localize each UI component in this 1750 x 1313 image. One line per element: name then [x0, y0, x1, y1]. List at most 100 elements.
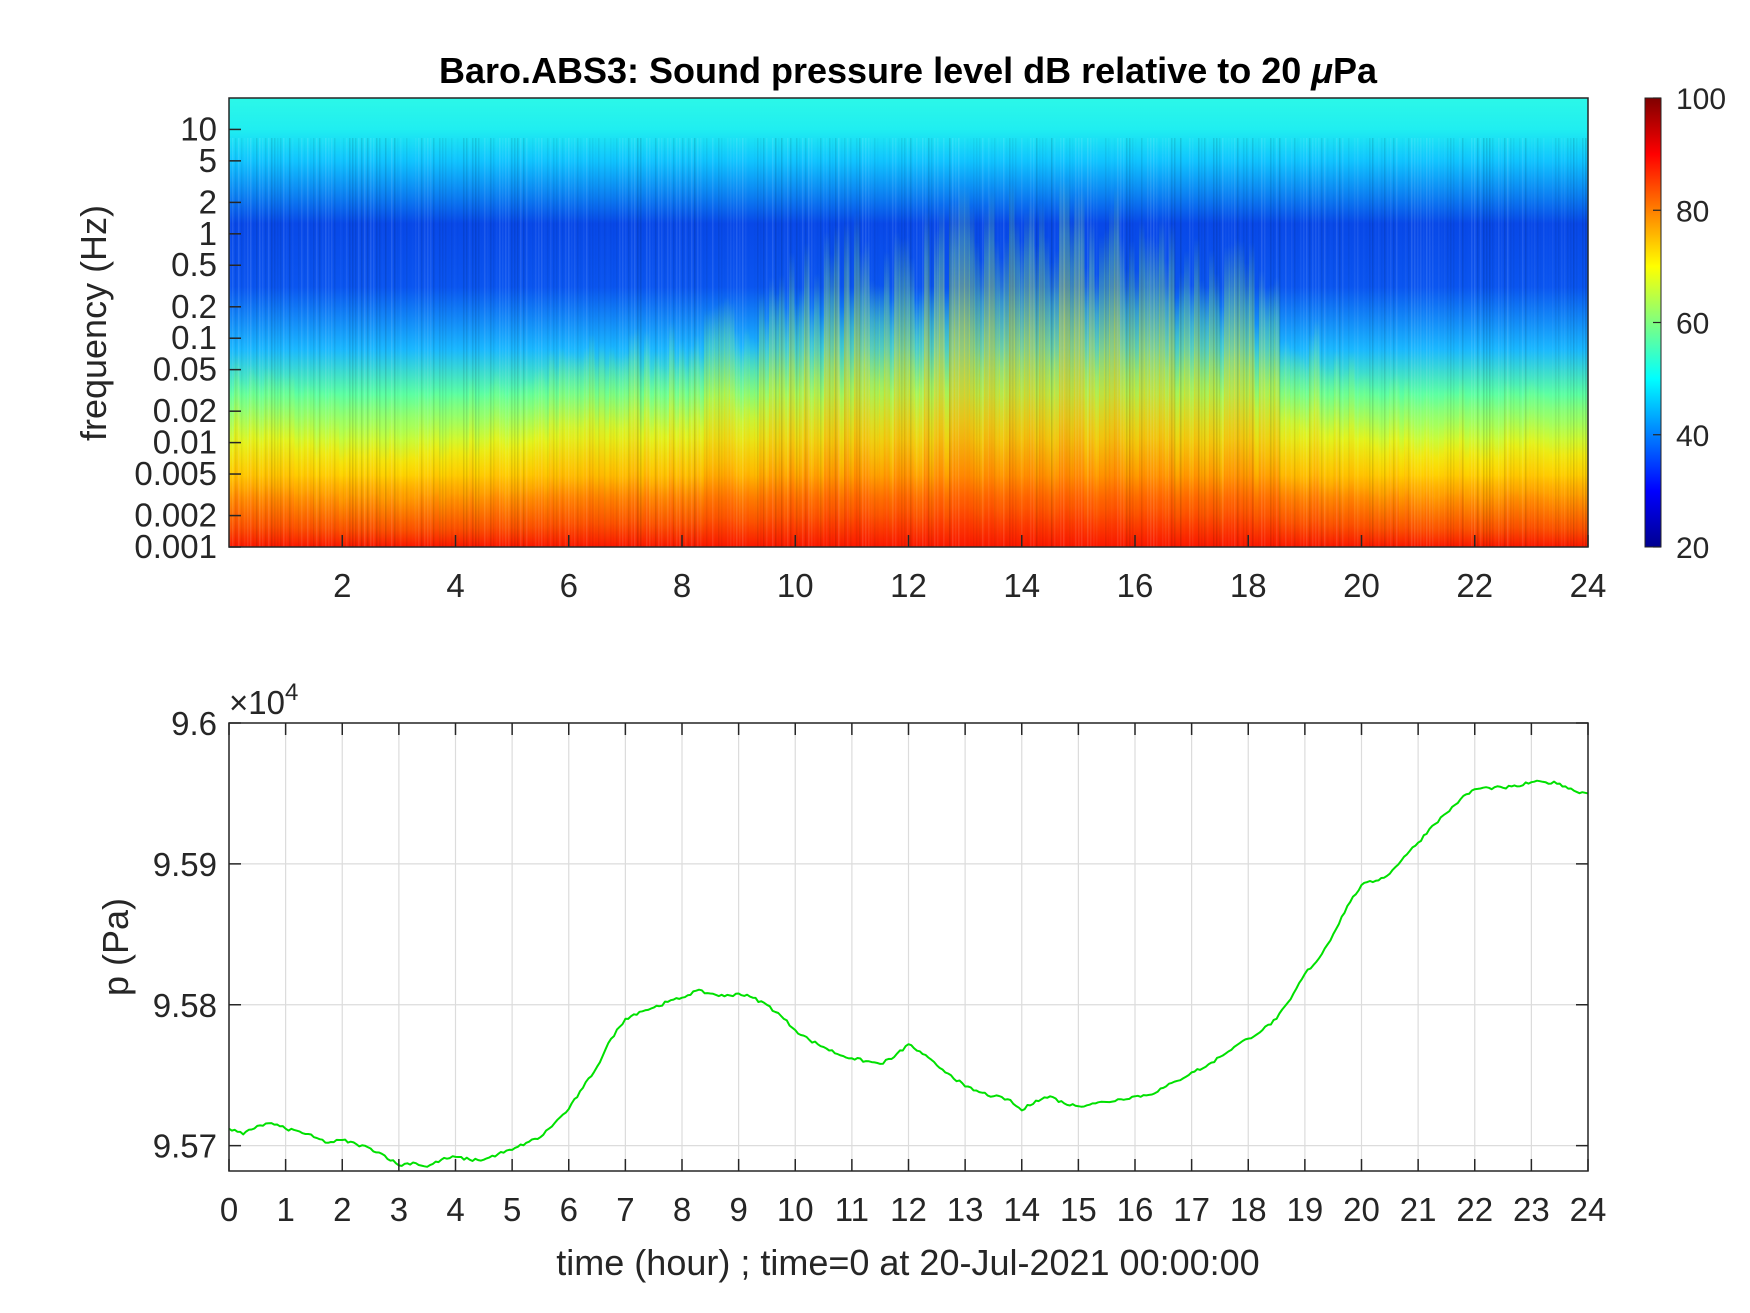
- spectrogram-column: [314, 404, 320, 547]
- spectrogram-stripe: [1102, 138, 1104, 547]
- spectrogram-column: [944, 290, 950, 547]
- spectrogram-stripe: [250, 138, 252, 547]
- spectrogram-column: [349, 393, 355, 547]
- pressure-x-tick-label: 14: [1003, 1191, 1040, 1228]
- spectrogram-column: [1539, 389, 1545, 547]
- spectrogram-column: [919, 291, 925, 547]
- spectrogram-stripe: [991, 138, 993, 547]
- spectrogram-stripe: [1381, 138, 1383, 547]
- spectrogram-stripe: [886, 138, 888, 547]
- spectrogram-column: [1264, 287, 1270, 547]
- spectrogram-stripe: [1165, 138, 1167, 547]
- spectrogram-stripe: [397, 138, 399, 547]
- pressure-x-tick-label: 8: [673, 1191, 691, 1228]
- spectrogram-stripe: [280, 138, 282, 547]
- spectrogram-stripe: [925, 138, 927, 547]
- spectrogram-y-tick-label: 2: [199, 183, 217, 220]
- spectrogram-stripe: [763, 138, 765, 547]
- spectrogram-stripe: [1420, 138, 1422, 547]
- spectrogram-column: [1234, 238, 1240, 547]
- spectrogram-column: [674, 361, 680, 547]
- spectrogram-stripe: [1393, 138, 1395, 547]
- spectrogram-stripe: [1288, 138, 1290, 547]
- spectrogram-column: [1119, 236, 1125, 547]
- spectrogram-stripe: [1231, 138, 1233, 547]
- spectrogram-column: [1314, 319, 1320, 547]
- spectrogram-stripe: [1297, 138, 1299, 547]
- spectrogram-column: [1564, 398, 1570, 547]
- spectrogram-stripe: [853, 138, 855, 547]
- spectrogram-stripe: [1375, 138, 1377, 547]
- spectrogram-stripe: [1213, 138, 1215, 547]
- spectrogram-stripe: [1189, 138, 1191, 547]
- spectrogram-stripe: [1528, 138, 1530, 547]
- spectrogram-y-tick-label: 0.5: [171, 246, 217, 283]
- spectrogram-stripe: [838, 138, 840, 547]
- pressure-y-label: p (Pa): [95, 898, 136, 996]
- spectrogram-stripe: [586, 138, 588, 547]
- spectrogram-column: [614, 356, 620, 547]
- colorbar-tick-label: 20: [1676, 532, 1709, 565]
- spectrogram-stripe: [994, 138, 996, 547]
- spectrogram-column: [394, 407, 400, 547]
- spectrogram-panel: Baro.ABS3: Sound pressure level dB relat…: [73, 50, 1726, 604]
- spectrogram-stripe: [1510, 138, 1512, 547]
- spectrogram-stripe: [1357, 138, 1359, 547]
- spectrogram-stripe: [1156, 138, 1158, 547]
- spectrogram-stripe: [898, 138, 900, 547]
- spectrogram-column: [1204, 286, 1210, 547]
- spectrogram-column: [934, 228, 940, 547]
- spectrogram-column: [479, 391, 485, 547]
- spectrogram-stripe: [1222, 138, 1224, 547]
- spectrogram-column: [429, 391, 435, 547]
- spectrogram-column: [709, 308, 715, 547]
- spectrogram-column: [1434, 403, 1440, 547]
- spectrogram-stripe: [733, 138, 735, 547]
- spectrogram-column: [1424, 389, 1430, 547]
- spectrogram-stripe: [760, 138, 762, 547]
- pressure-x-label: time (hour) ; time=0 at 20-Jul-2021 00:0…: [556, 1242, 1259, 1283]
- spectrogram-stripe: [241, 138, 243, 547]
- spectrogram-stripe: [1480, 138, 1482, 547]
- pressure-x-tick-label: 17: [1173, 1191, 1210, 1228]
- spectrogram-stripe: [304, 138, 306, 547]
- spectrogram-stripe: [850, 138, 852, 547]
- spectrogram-column: [274, 377, 280, 547]
- pressure-x-tick-label: 0: [220, 1191, 238, 1228]
- spectrogram-stripe: [937, 138, 939, 547]
- spectrogram-column: [704, 310, 710, 547]
- spectrogram-column: [909, 257, 915, 547]
- spectrogram-stripe: [808, 138, 810, 547]
- spectrogram-stripe: [286, 138, 288, 547]
- spectrogram-stripe: [823, 138, 825, 547]
- spectrogram-stripe: [370, 138, 372, 547]
- spectrogram-column: [1274, 276, 1280, 547]
- spectrogram-stripe: [859, 138, 861, 547]
- spectrogram-stripe: [910, 138, 912, 547]
- spectrogram-stripe: [1150, 138, 1152, 547]
- spectrogram-column: [1049, 262, 1055, 547]
- spectrogram-column: [974, 241, 980, 547]
- spectrogram-stripe: [1513, 138, 1515, 547]
- spectrogram-column: [459, 393, 465, 547]
- spectrogram-stripe: [406, 138, 408, 547]
- spectrogram-stripe: [658, 138, 660, 547]
- spectrogram-column: [854, 212, 860, 547]
- spectrogram-column: [259, 381, 265, 547]
- spectrogram-stripe: [1003, 138, 1005, 547]
- spectrogram-stripe: [343, 138, 345, 547]
- spectrogram-column: [964, 187, 970, 547]
- spectrogram-column: [524, 378, 530, 547]
- spectrogram-column: [894, 231, 900, 547]
- spectrogram-column: [1289, 347, 1295, 547]
- spectrogram-column: [1099, 235, 1105, 547]
- spectrogram-column: [729, 302, 735, 547]
- spectrogram-stripe: [1465, 138, 1467, 547]
- spectrogram-stripe: [400, 138, 402, 547]
- spectrogram-column: [1354, 377, 1360, 547]
- spectrogram-column: [1199, 279, 1205, 547]
- spectrogram-stripe: [1555, 138, 1557, 547]
- spectrogram-column: [1209, 249, 1215, 547]
- spectrogram-column: [769, 277, 775, 547]
- spectrogram-x-tick-label: 2: [333, 567, 351, 604]
